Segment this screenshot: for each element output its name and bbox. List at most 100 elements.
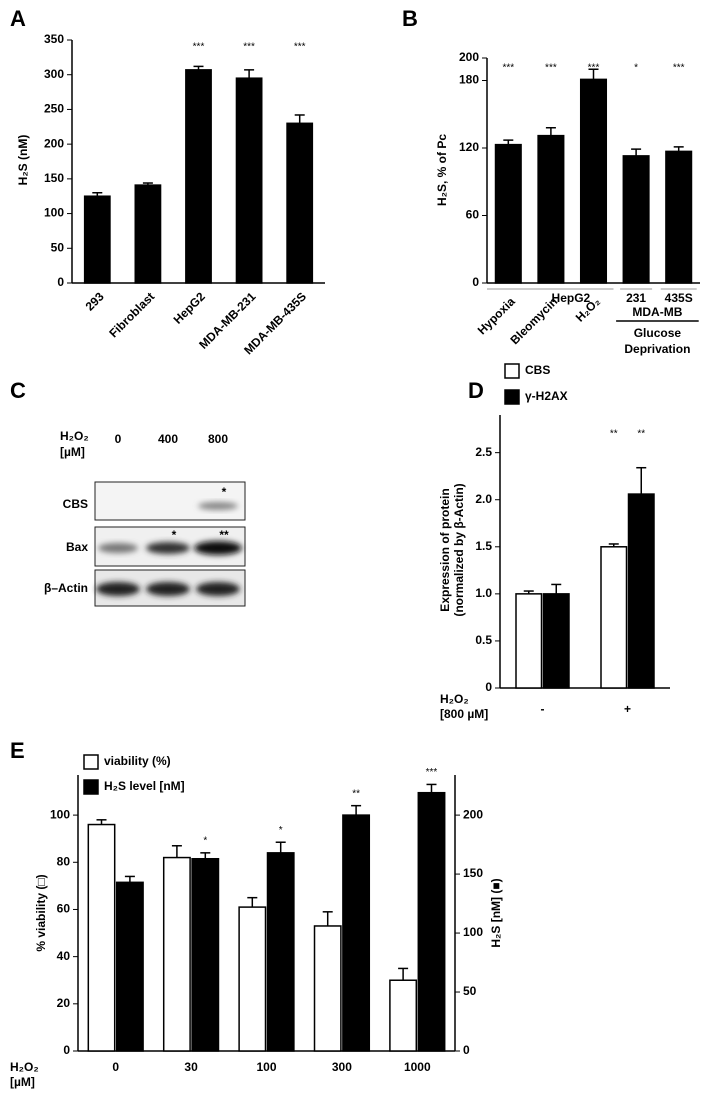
significance: *** — [545, 63, 557, 74]
bar — [185, 69, 212, 284]
y-tick-label: 120 — [459, 140, 479, 154]
y-tick-label: 0 — [57, 275, 64, 289]
y-tick-label: 100 — [50, 807, 70, 821]
y2-tick-label: 0 — [463, 1043, 470, 1057]
bar — [83, 195, 111, 284]
legend-label: γ-H2AX — [525, 389, 568, 403]
x-tick-label: 435S — [665, 291, 693, 305]
bar — [622, 155, 650, 284]
y-tick-label: 200 — [459, 50, 479, 64]
bar — [342, 814, 371, 1052]
dose-label: 800 — [208, 432, 228, 446]
significance: *** — [294, 42, 306, 53]
bar — [417, 791, 446, 1052]
bar — [266, 852, 295, 1052]
treatment-label: H₂O₂ — [60, 429, 89, 443]
blot-mark: ** — [219, 528, 229, 542]
bar — [191, 857, 220, 1052]
bar — [235, 77, 263, 284]
bar — [389, 979, 418, 1052]
band — [96, 582, 140, 596]
y2-axis-label: H₂S [nM] (■) — [489, 878, 503, 947]
y-tick-label: 0 — [63, 1043, 70, 1057]
panel-letter: C — [10, 378, 26, 403]
band — [196, 582, 240, 596]
bar — [286, 122, 314, 284]
y-tick-label: 0 — [472, 275, 479, 289]
dose-label: 400 — [158, 432, 178, 446]
y-axis-label: (normalized by β-Actin) — [452, 483, 466, 616]
y-tick-label: 0.5 — [475, 633, 492, 647]
significance: *** — [588, 63, 600, 74]
y-tick-label: 1.0 — [475, 586, 492, 600]
y-tick-label: 1.5 — [475, 539, 492, 553]
dose-label: 0 — [115, 432, 122, 446]
group-label: MDA-MB — [632, 305, 682, 319]
bar — [627, 493, 655, 689]
panel-letter: B — [402, 6, 418, 31]
x-tick-label: 30 — [184, 1060, 198, 1074]
x-tick-label: HepG2 — [171, 289, 208, 326]
panel-letter: A — [10, 6, 26, 31]
bar — [579, 78, 608, 284]
x-tick-label: + — [624, 702, 631, 716]
bar — [515, 593, 543, 689]
y-tick-label: 250 — [44, 102, 64, 116]
y-tick-label: 2.0 — [475, 492, 492, 506]
y-tick-label: 40 — [57, 949, 71, 963]
significance: ** — [610, 429, 618, 440]
bar — [665, 150, 693, 284]
bar — [162, 856, 191, 1052]
band — [146, 542, 190, 554]
significance: * — [634, 63, 638, 74]
y-tick-label: 20 — [57, 996, 71, 1010]
legend-swatch — [504, 363, 520, 379]
y-tick-label: 300 — [44, 67, 64, 81]
y-axis-label: Expression of protein — [438, 488, 452, 611]
y2-tick-label: 150 — [463, 866, 483, 880]
y-tick-label: 60 — [466, 208, 480, 222]
x-tick-label: 231 — [626, 291, 646, 305]
significance: ** — [637, 429, 645, 440]
blot-mark: * — [222, 485, 227, 499]
x-tick-label: 300 — [332, 1060, 352, 1074]
significance: *** — [243, 42, 255, 53]
y-tick-label: 60 — [57, 902, 71, 916]
y-tick-label: 50 — [51, 240, 65, 254]
blot-mark: * — [172, 528, 177, 542]
bar — [115, 881, 144, 1052]
x-tick-label: Fibroblast — [106, 289, 157, 340]
y-tick-label: 0 — [485, 680, 492, 694]
legend-swatch — [504, 389, 520, 405]
significance: *** — [673, 63, 685, 74]
significance: * — [203, 835, 207, 846]
significance: ** — [352, 788, 360, 799]
y-tick-label: 80 — [57, 854, 71, 868]
bar — [87, 823, 116, 1052]
x-tick-label: 293 — [83, 289, 107, 313]
x-tick-label: 100 — [256, 1060, 276, 1074]
x-tick-label: Hypoxia — [475, 294, 518, 337]
panel-letter: D — [468, 378, 484, 403]
legend-swatch — [83, 779, 99, 795]
protein-label: β–Actin — [44, 581, 88, 595]
y-tick-label: 100 — [44, 206, 64, 220]
legend-label: H₂S level [nM] — [104, 779, 185, 793]
legend-swatch — [83, 754, 99, 770]
y-tick-label: 150 — [44, 171, 64, 185]
blot-images — [94, 481, 246, 607]
band — [194, 541, 242, 555]
significance: *** — [193, 42, 205, 53]
band — [146, 582, 190, 596]
y2-tick-label: 200 — [463, 807, 483, 821]
bar — [600, 546, 628, 689]
x-tick-label: 1000 — [404, 1060, 431, 1074]
significance: *** — [426, 767, 438, 778]
x-tick-label: - — [541, 702, 545, 716]
bar — [238, 906, 267, 1052]
bar — [313, 925, 342, 1052]
y-axis-label: H₂S, % of Pc — [435, 134, 449, 206]
condition-label: Deprivation — [624, 342, 690, 356]
